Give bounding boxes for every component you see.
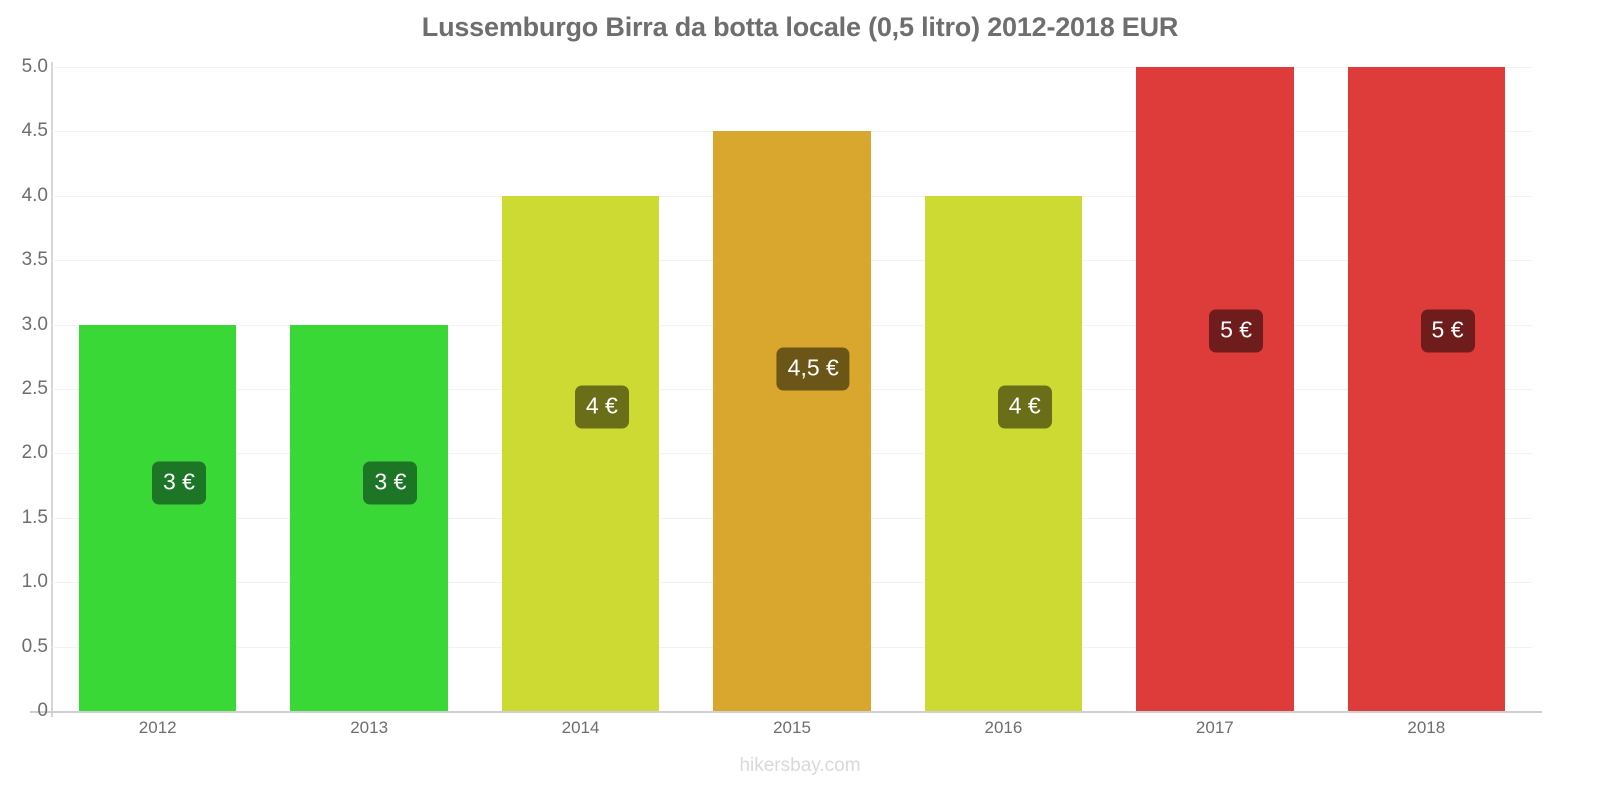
y-axis-tick-label: 2.0 bbox=[21, 442, 48, 464]
watermark: hikersbay.com bbox=[739, 755, 861, 776]
x-axis-line bbox=[30, 711, 1542, 713]
bar-value-label: 4 € bbox=[574, 385, 629, 429]
bar-value-label: 5 € bbox=[1420, 309, 1475, 353]
bar[interactable] bbox=[713, 131, 871, 711]
gridline bbox=[52, 67, 1532, 68]
y-axis-tick-label: 3.5 bbox=[21, 249, 48, 271]
chart-title: Lussemburgo Birra da botta locale (0,5 l… bbox=[421, 12, 1179, 42]
bar[interactable] bbox=[924, 195, 1083, 711]
bar[interactable] bbox=[290, 324, 448, 711]
y-axis-tick-label: 5.0 bbox=[21, 56, 48, 77]
y-axis-tick-label: 4.0 bbox=[21, 184, 48, 206]
bar[interactable] bbox=[78, 324, 237, 711]
x-axis-tick-label: 2012 bbox=[138, 718, 177, 737]
y-axis-tick-label: 4.5 bbox=[21, 120, 48, 142]
y-axis-tick-label: 3.0 bbox=[21, 313, 48, 335]
bar[interactable] bbox=[1136, 67, 1294, 711]
x-axis-tick-label: 2013 bbox=[350, 718, 389, 737]
bar-value-label: 5 € bbox=[1209, 309, 1264, 353]
bar-value-label: 4,5 € bbox=[776, 347, 850, 391]
y-axis-tick-label: 0 bbox=[37, 700, 48, 721]
x-axis-tick-label: 2018 bbox=[1407, 718, 1446, 737]
bar-value-label: 3 € bbox=[363, 461, 418, 505]
x-axis-tick-label: 2016 bbox=[984, 718, 1023, 737]
x-axis-tick-label: 2014 bbox=[561, 718, 600, 737]
y-axis-tick-label: 0.5 bbox=[21, 635, 48, 657]
y-axis-tick-label: 1.5 bbox=[21, 506, 48, 528]
x-axis-tick-label: 2017 bbox=[1195, 718, 1234, 737]
bar[interactable] bbox=[1347, 67, 1506, 711]
y-axis-tick-label: 2.5 bbox=[21, 378, 48, 399]
x-axis-tick-label: 2015 bbox=[773, 718, 811, 737]
bar-value-label: 3 € bbox=[151, 461, 206, 505]
y-axis-tick-label: 1.0 bbox=[21, 571, 48, 593]
bar-value-label: 4 € bbox=[997, 385, 1052, 429]
bar[interactable] bbox=[501, 195, 660, 711]
